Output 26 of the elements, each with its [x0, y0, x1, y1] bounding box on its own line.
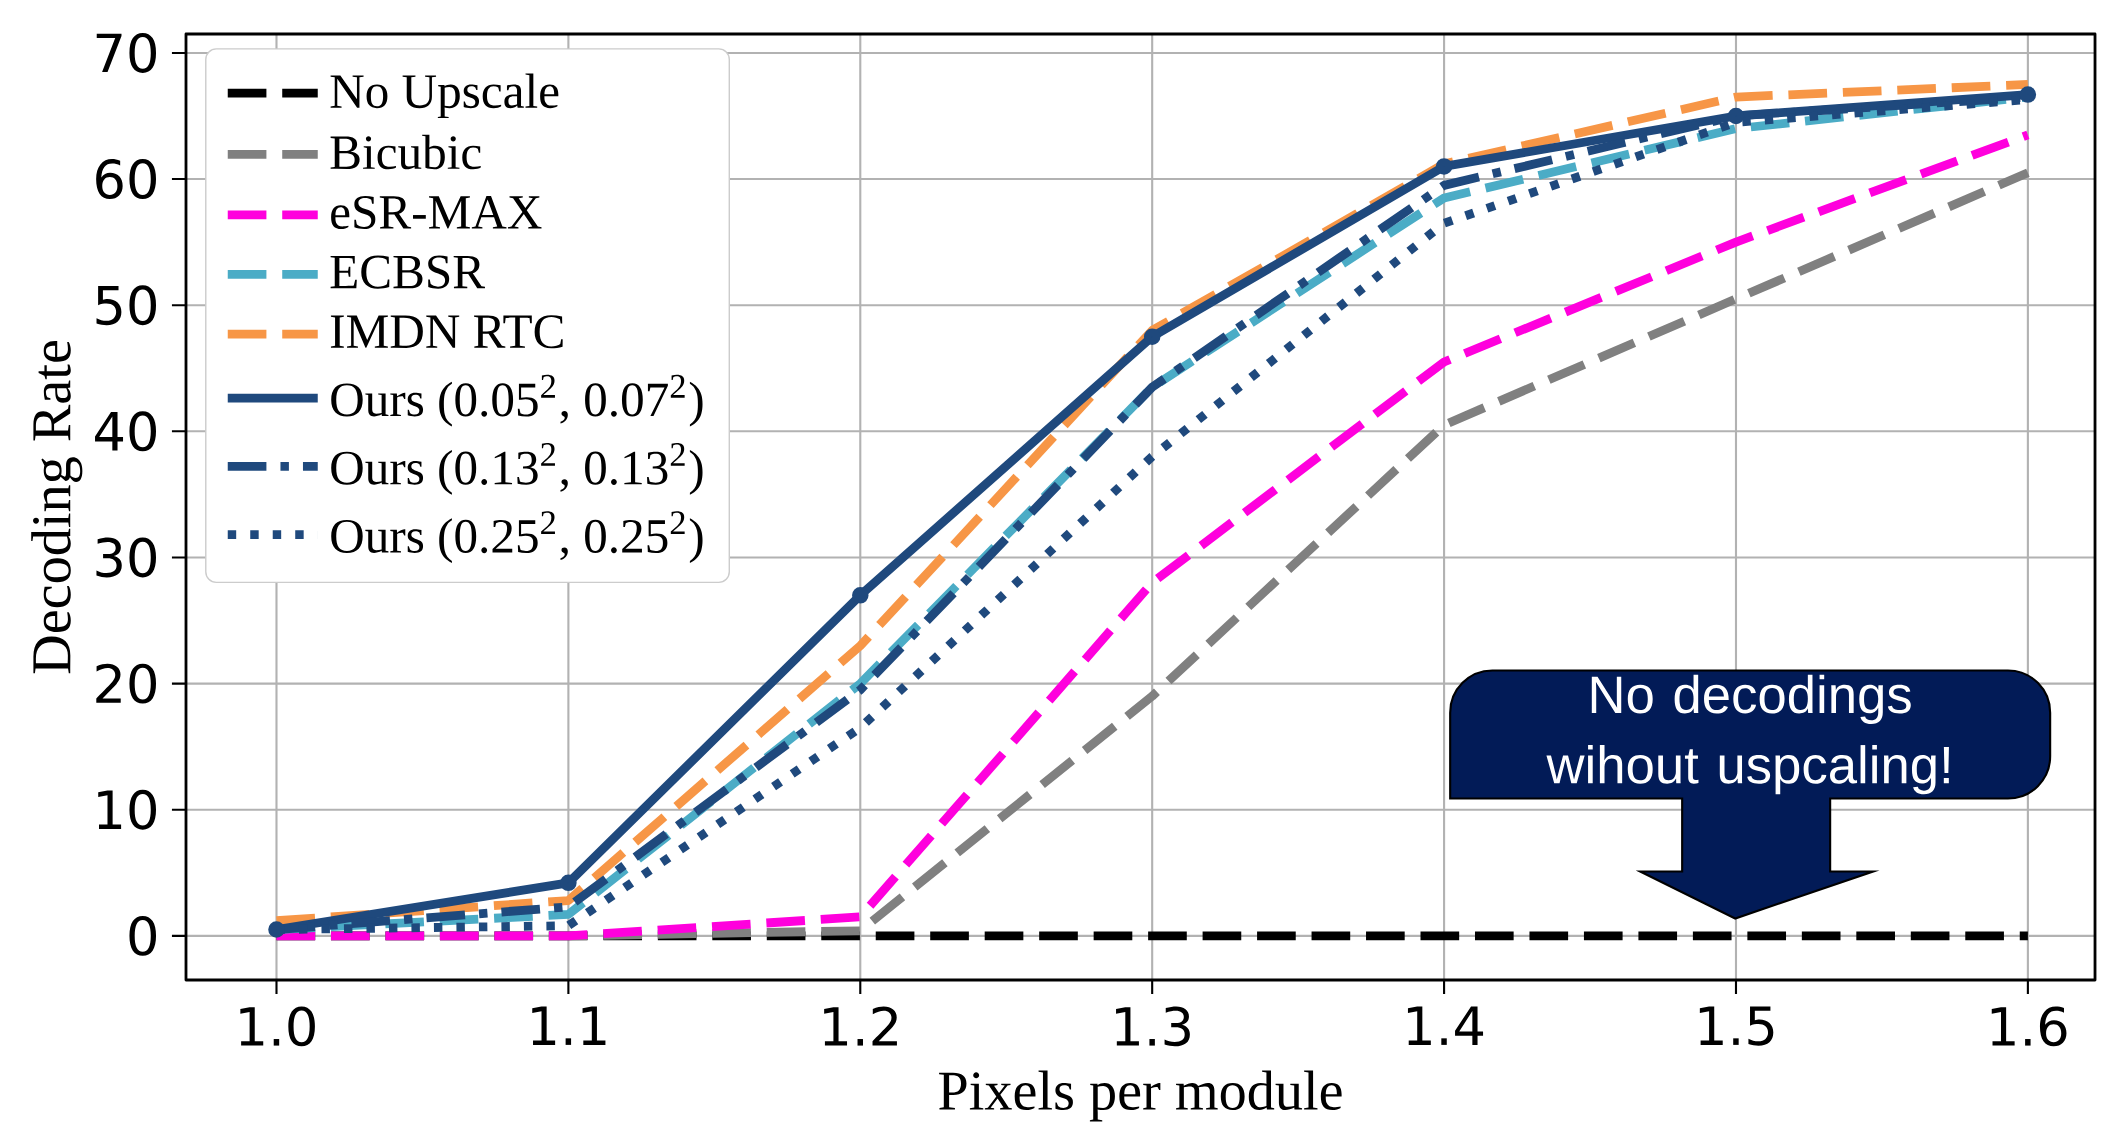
annotation: No decodings wihout uspcaling!: [1546, 674, 1949, 795]
legend-label: Ours (0.25$^{2}$, 0.25$^{2}$): [331, 511, 703, 563]
legend-label: ECBSR: [330, 255, 485, 289]
y-tick-label: 30: [96, 537, 157, 578]
x-tick-label: 1.2: [824, 1006, 897, 1046]
x-tick-label: 1.1: [532, 1006, 606, 1045]
legend-label: eSR-MAX: [331, 195, 542, 229]
x-axis-title: Pixels per module: [939, 1070, 1342, 1122]
x-tick-label: 1.6: [1991, 1006, 2067, 1047]
legend-label: IMDN RTC: [330, 315, 563, 349]
y-tick-label: 40: [95, 411, 157, 452]
y-tick-label: 10: [98, 789, 157, 830]
y-tick-label: 70: [96, 32, 157, 73]
y-tick-label: 0: [129, 915, 157, 956]
x-tick-label: 1.5: [1699, 1006, 1774, 1046]
x-tick-label: 1.4: [1407, 1006, 1484, 1045]
legend-label: Bicubic: [330, 134, 481, 170]
x-tick-label: 1.0: [240, 1006, 315, 1047]
x-tick-label: 1.3: [1116, 1006, 1190, 1047]
legend-label: Ours (0.05$^{2}$, 0.07$^{2}$): [331, 374, 703, 427]
legend-label: No Upscale: [330, 73, 559, 119]
legend-label: Ours (0.13$^{2}$, 0.13$^{2}$): [331, 443, 703, 495]
y-tick-label: 60: [96, 159, 157, 200]
y-tick-label: 20: [96, 663, 157, 704]
y-tick-label: 50: [96, 285, 157, 326]
y-axis-title: Decoding Rate: [31, 341, 83, 674]
